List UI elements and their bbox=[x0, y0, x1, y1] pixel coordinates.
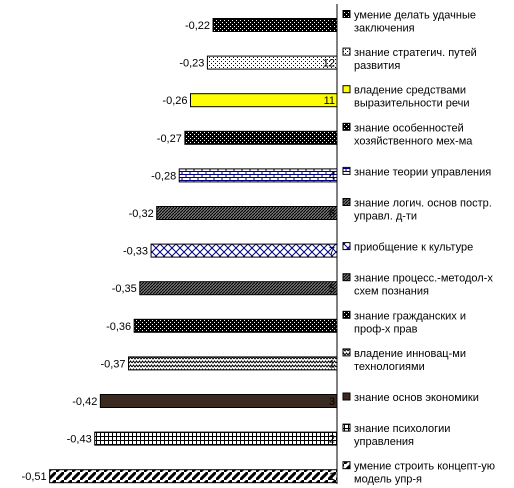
legend-swatch-9 bbox=[342, 310, 351, 319]
legend-label-8-1: знание процесс.-методол-х bbox=[354, 273, 493, 285]
bar-6 bbox=[156, 206, 338, 220]
value-label-10: -0,37 bbox=[100, 358, 125, 370]
legend-label-13-1: умение строить концепт-ую bbox=[354, 461, 495, 473]
legend-label-3-1: владение средствами bbox=[354, 85, 466, 97]
bar-1 bbox=[212, 18, 338, 32]
legend-swatch-2 bbox=[342, 47, 351, 56]
legend-label-1-1: умение делать удачные bbox=[354, 10, 476, 22]
bar-13 bbox=[49, 469, 338, 484]
legend-label-6-2: управл. д-ти bbox=[354, 211, 417, 223]
legend-swatch-5 bbox=[342, 166, 351, 175]
legend-label-10-2: технологиями bbox=[354, 361, 425, 373]
legend-swatch-11 bbox=[342, 392, 351, 401]
bar-number-label-5: 4 bbox=[329, 170, 335, 182]
value-label-5: -0,28 bbox=[151, 170, 176, 182]
bar-number-label-11: 3 bbox=[329, 396, 335, 408]
legend-swatch-3 bbox=[342, 85, 351, 94]
value-label-3: -0,26 bbox=[162, 95, 187, 107]
bar-number-label-8: 5 bbox=[329, 283, 335, 295]
bar-number-label-1: 1 bbox=[329, 20, 335, 32]
value-label-12: -0,43 bbox=[67, 434, 92, 446]
legend-label-12-2: управления bbox=[354, 436, 414, 448]
legend-swatch-1 bbox=[342, 10, 351, 18]
legend-label-13-2: модель упр-я bbox=[354, 474, 422, 486]
bar-8 bbox=[139, 281, 338, 296]
bar-number-label-9: 9 bbox=[329, 321, 335, 333]
value-label-11: -0,42 bbox=[72, 396, 97, 408]
legend-label-11-1: знание основ экономики bbox=[354, 392, 479, 404]
legend-label-4-1: знание особенностей bbox=[354, 122, 464, 134]
value-label-7: -0,33 bbox=[123, 246, 148, 258]
legend-label-5-1: знание теории управления bbox=[354, 166, 491, 178]
legend-label-8-2: схем познания bbox=[354, 286, 429, 298]
value-label-8: -0,35 bbox=[112, 283, 137, 295]
legend-label-9-1: знание гражданских и bbox=[354, 310, 466, 322]
bar-5 bbox=[178, 168, 338, 183]
legend-label-6-1: знание логич. основ постр. bbox=[354, 198, 492, 210]
legend-label-2-2: развития bbox=[354, 60, 400, 72]
value-label-13: -0,51 bbox=[22, 471, 47, 483]
legend-label-2-1: знание стратегич. путей bbox=[354, 47, 477, 59]
legend-swatch-8 bbox=[342, 273, 351, 282]
legend-swatch-6 bbox=[342, 198, 351, 206]
legend-swatch-10 bbox=[342, 348, 351, 357]
legend-label-7-1: приобщение к культуре bbox=[354, 242, 473, 254]
legend-swatch-13 bbox=[342, 461, 351, 470]
bar-2 bbox=[206, 55, 338, 70]
bar-number-label-3: 11 bbox=[324, 95, 335, 107]
legend-label-12-1: знание психологии bbox=[354, 423, 450, 435]
bar-number-label-10: 1 bbox=[329, 358, 335, 370]
bar-4 bbox=[184, 130, 338, 145]
bar-10 bbox=[128, 356, 338, 371]
bar-9 bbox=[133, 318, 338, 333]
bar-number-label-6: 6 bbox=[329, 208, 335, 220]
legend-label-9-2: проф-х прав bbox=[354, 323, 418, 335]
bar-number-label-7: 7 bbox=[329, 246, 335, 258]
bar-11 bbox=[99, 394, 338, 408]
legend-swatch-4 bbox=[342, 122, 351, 131]
value-label-9: -0,36 bbox=[106, 321, 131, 333]
value-label-2: -0,23 bbox=[179, 58, 204, 70]
bar-number-label-12: 2 bbox=[329, 434, 335, 446]
value-label-6: -0,32 bbox=[129, 208, 154, 220]
bar-12 bbox=[94, 431, 338, 446]
bar-number-label-13: 1 bbox=[329, 471, 335, 483]
bar-number-label-2: 12 bbox=[323, 58, 335, 70]
legend-label-1-2: заключения bbox=[354, 23, 415, 35]
bars-layer: -0,22 1-0,23 12-0,26 11-0,27-0,28 4-0,32 6-0,… bbox=[22, 4, 338, 484]
legend-label-3-2: выразительности речи bbox=[354, 98, 470, 110]
legend-swatch-12 bbox=[342, 423, 351, 432]
legend-label-10-1: владение инновац-ми bbox=[354, 348, 466, 360]
value-label-4: -0,27 bbox=[157, 133, 182, 145]
bar-7 bbox=[150, 243, 338, 258]
legend-label-4-2: хозяйственного мех-ма bbox=[354, 135, 473, 147]
bar-3 bbox=[190, 93, 338, 108]
legend-swatch-7 bbox=[342, 242, 351, 251]
value-label-1: -0,22 bbox=[185, 20, 210, 32]
